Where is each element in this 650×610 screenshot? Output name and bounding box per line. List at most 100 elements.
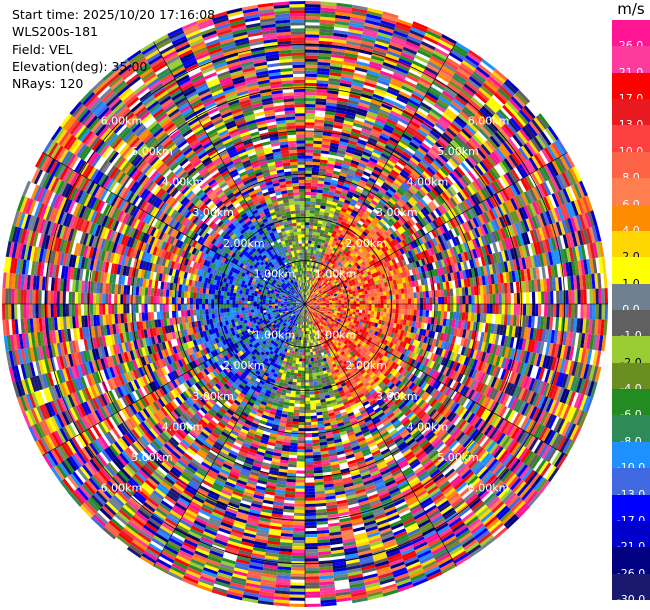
- velocity-gate: [398, 293, 402, 300]
- velocity-gate: [368, 64, 382, 71]
- velocity-gate: [327, 160, 336, 165]
- velocity-gate: [401, 304, 405, 310]
- velocity-gate: [398, 304, 402, 310]
- velocity-gate: [360, 40, 375, 47]
- velocity-gate: [350, 301, 354, 304]
- velocity-gate: [316, 192, 323, 197]
- velocity-gate: [308, 286, 311, 290]
- velocity-gate: [361, 34, 377, 41]
- velocity-gate: [329, 210, 335, 215]
- velocity-gate: [305, 207, 311, 211]
- velocity-gate: [456, 295, 460, 304]
- velocity-gate: [371, 304, 375, 308]
- velocity-gate: [307, 276, 310, 281]
- velocity-gate: [589, 288, 593, 304]
- velocity-gate: [333, 118, 345, 124]
- velocity-gate: [359, 43, 374, 50]
- velocity-gate: [305, 140, 314, 144]
- velocity-gate: [343, 120, 354, 126]
- velocity-gate: [308, 289, 310, 293]
- velocity-gate: [310, 277, 313, 281]
- velocity-gate: [314, 213, 320, 218]
- velocity-gate: [356, 107, 368, 114]
- velocity-gate: [324, 120, 334, 125]
- velocity-gate: [317, 61, 331, 66]
- velocity-gate: [373, 46, 388, 54]
- velocity-gate: [346, 105, 358, 111]
- velocity-gate: [312, 167, 320, 172]
- velocity-gate: [365, 297, 369, 301]
- velocity-gate: [317, 183, 324, 188]
- velocity-gate: [351, 81, 364, 88]
- velocity-gate: [346, 146, 356, 152]
- velocity-gate: [307, 273, 310, 278]
- velocity-gate: [323, 184, 331, 189]
- velocity-gate: [317, 223, 322, 227]
- velocity-gate: [332, 198, 339, 204]
- velocity-gate: [318, 37, 333, 42]
- velocity-gate: [306, 273, 309, 277]
- velocity-gate: [538, 291, 542, 304]
- velocity-gate: [462, 304, 466, 313]
- velocity-gate: [522, 304, 527, 316]
- velocity-gate: [312, 274, 315, 279]
- velocity-gate: [341, 163, 350, 169]
- velocity-gate: [423, 297, 427, 304]
- velocity-gate: [305, 240, 309, 244]
- velocity-gate: [604, 304, 608, 320]
- velocity-gate: [453, 304, 457, 312]
- velocity-gate: [335, 300, 339, 303]
- velocity-gate: [343, 58, 357, 64]
- velocity-gate: [305, 134, 314, 138]
- velocity-gate: [306, 270, 309, 274]
- velocity-gate: [315, 98, 327, 103]
- velocity-gate: [341, 304, 345, 307]
- velocity-gate: [342, 126, 353, 132]
- velocity-gate: [305, 225, 310, 229]
- velocity-gate: [331, 53, 345, 59]
- velocity-gate: [308, 243, 312, 247]
- velocity-gate: [352, 295, 357, 299]
- velocity-gate: [309, 210, 315, 214]
- velocity-gate: [429, 304, 433, 311]
- velocity-gate: [351, 128, 362, 134]
- velocity-gate: [471, 304, 475, 313]
- velocity-gate: [308, 264, 312, 269]
- velocity-gate: [305, 295, 307, 299]
- velocity-gate: [407, 292, 411, 299]
- velocity-gate: [311, 176, 319, 181]
- velocity-gate: [305, 298, 306, 301]
- velocity-gate: [305, 194, 311, 199]
- velocity-gate: [305, 255, 308, 259]
- velocity-gate: [326, 163, 335, 168]
- velocity-gate: [319, 248, 323, 253]
- velocity-gate: [322, 236, 327, 241]
- velocity-gate: [366, 72, 379, 80]
- velocity-gate: [322, 138, 332, 143]
- velocity-gate: [316, 89, 328, 94]
- velocity-gate: [370, 293, 375, 297]
- velocity-gate: [361, 291, 365, 295]
- velocity-gate: [307, 292, 310, 296]
- velocity-gate: [583, 289, 587, 304]
- velocity-gate: [528, 304, 533, 316]
- velocity-gate: [353, 304, 357, 307]
- velocity-gate: [314, 119, 325, 124]
- velocity-gate: [319, 34, 334, 39]
- velocity-gate: [376, 292, 381, 297]
- velocity-gate: [449, 288, 454, 297]
- velocity-gate: [370, 289, 374, 294]
- velocity-gate: [368, 307, 372, 311]
- velocity-gate: [395, 299, 399, 304]
- velocity-gate: [305, 70, 318, 74]
- velocity-gate: [305, 19, 320, 23]
- velocity-gate: [314, 241, 319, 245]
- velocity-gate: [305, 222, 310, 226]
- velocity-gate: [330, 59, 344, 65]
- velocity-gate: [305, 155, 313, 159]
- velocity-gate: [309, 283, 312, 287]
- velocity-gate: [315, 232, 321, 236]
- velocity-gate: [305, 179, 312, 183]
- velocity-gate: [516, 304, 521, 316]
- velocity-gate: [315, 235, 320, 239]
